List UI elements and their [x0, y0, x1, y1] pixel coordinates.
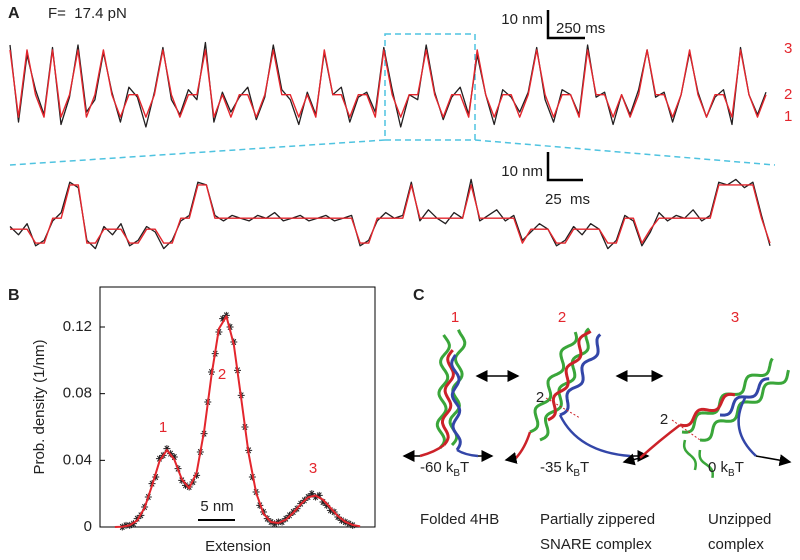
state-label: 2 [784, 86, 792, 103]
state-label: 3 [784, 40, 792, 57]
y-tick-label: 0.04 [63, 451, 92, 468]
scale-label: 25 ms [545, 191, 590, 208]
state-name: Unzipped [708, 511, 771, 528]
x-axis-label: Extension [205, 538, 271, 555]
helix [448, 329, 467, 447]
helix [539, 327, 591, 442]
energy-value: -60 k [420, 459, 454, 476]
state-name: SNARE complex [540, 536, 652, 553]
data-point [181, 481, 189, 489]
panel-label: B [8, 287, 20, 304]
state-label: 3 [731, 309, 739, 326]
state-name: Partially zippered [540, 511, 655, 528]
y-tick-label: 0 [84, 518, 92, 535]
state-label: 1 [784, 108, 792, 125]
data-point [152, 473, 160, 481]
trace-line [10, 184, 771, 244]
linker [558, 414, 631, 458]
linker [737, 397, 757, 457]
force-arrow [755, 454, 792, 467]
peak-label: 1 [159, 419, 167, 436]
data-point [338, 516, 346, 524]
y-tick-label: 0.08 [63, 385, 92, 402]
energy-sub: B [728, 468, 735, 479]
helix [435, 334, 451, 449]
scale-label: 10 nm [501, 11, 543, 28]
data-point [163, 445, 171, 453]
cut-line [545, 397, 581, 419]
scale-bar [546, 10, 585, 40]
helix [698, 449, 714, 478]
panel-label: C [413, 287, 425, 304]
force-arrow [504, 452, 518, 464]
energy-label: 0 kBT [708, 459, 744, 479]
energy-sub: B [453, 468, 460, 479]
data-point [308, 490, 316, 498]
state-name: complex [708, 536, 764, 553]
y-tick-label: 0.12 [63, 318, 92, 335]
site-label: 2 [536, 389, 544, 406]
state-name: Folded 4HB [420, 511, 499, 528]
helix [529, 331, 578, 434]
data-point [271, 520, 279, 528]
helix [679, 392, 736, 428]
zoom-box [384, 33, 476, 141]
data-point [319, 498, 327, 506]
panel-label: A [8, 5, 20, 22]
cut-line [671, 419, 701, 441]
state-label: 1 [451, 309, 459, 326]
data-point [219, 315, 227, 323]
trace-line [9, 49, 767, 118]
helix [682, 439, 697, 471]
data-point [170, 453, 178, 461]
energy-unit: T [460, 459, 469, 476]
helix [719, 377, 770, 417]
scale-label: 10 nm [501, 163, 543, 180]
scale-bar [546, 152, 583, 182]
trace-line [9, 41, 767, 128]
state-label: 2 [558, 309, 566, 326]
helix [450, 354, 462, 451]
energy-unit: T [735, 459, 744, 476]
trace-line [9, 178, 771, 250]
linker [419, 444, 445, 458]
data-point [155, 455, 163, 463]
helix [547, 329, 592, 422]
helix [559, 333, 602, 417]
scale-label: 5 nm [200, 498, 233, 515]
helix [441, 349, 455, 446]
site-label: 2 [660, 411, 668, 428]
energy-label: -35 kBT [540, 459, 589, 479]
peak-label: 2 [218, 366, 226, 383]
force-annotation: F= 17.4 pN [48, 5, 127, 22]
linker [456, 448, 479, 458]
data-point [193, 471, 201, 479]
force-arrow [622, 453, 641, 466]
energy-unit: T [580, 459, 589, 476]
energy-value: 0 k [708, 459, 729, 476]
data-point [315, 491, 323, 499]
energy-label: -60 kBT [420, 459, 469, 479]
linker [515, 431, 532, 459]
y-axis-label: Prob. density (1/nm) [31, 339, 48, 474]
peak-label: 3 [309, 460, 317, 477]
plot-frame [99, 286, 376, 528]
zoom-guide [9, 139, 776, 166]
data-point [312, 493, 320, 501]
energy-sub: B [573, 468, 580, 479]
energy-value: -35 k [540, 459, 574, 476]
trace-line [114, 315, 361, 528]
data-point [323, 501, 331, 509]
data-point [326, 506, 334, 514]
molecule-drawings [402, 327, 792, 478]
scale-label: 250 ms [556, 20, 605, 37]
linker [639, 424, 681, 459]
